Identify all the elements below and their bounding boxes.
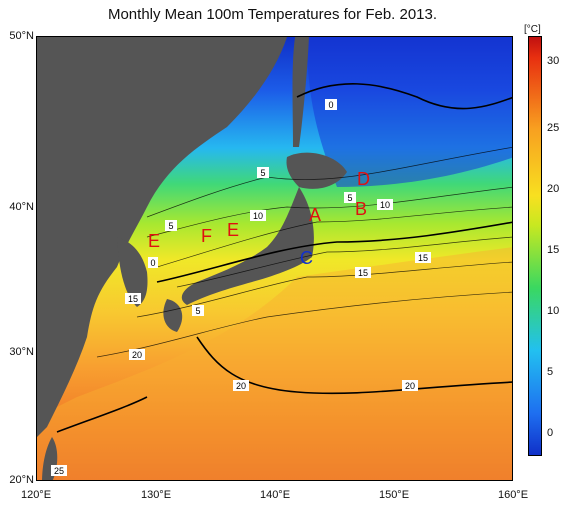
colorbar-tick-5: 5 xyxy=(547,366,554,378)
region-label-d: D xyxy=(357,169,370,189)
region-label-a: A xyxy=(309,205,321,225)
lat-label-30n: 30°N xyxy=(9,346,34,358)
map-canvas: 0 5 5 10 5 10 15 15 5 20 20 25 15 0 20 A… xyxy=(37,37,512,480)
lon-label-140e: 140°E xyxy=(259,489,291,501)
colorbar-unit: [°C] xyxy=(524,24,541,35)
lon-label-130e: 130°E xyxy=(140,489,172,501)
lon-label-160e: 160°E xyxy=(497,489,529,501)
contour-label: 20 xyxy=(132,350,142,360)
region-label-f: F xyxy=(201,226,212,246)
colorbar xyxy=(528,36,542,456)
contour-label: 15 xyxy=(358,268,368,278)
region-markers: A B C D E F E xyxy=(148,169,370,268)
contour-label: 5 xyxy=(347,193,352,203)
asia-landmass xyxy=(37,37,287,437)
lat-label-20n: 20°N xyxy=(9,474,34,486)
region-label-b: B xyxy=(355,199,367,219)
contour-label: 10 xyxy=(253,211,263,221)
lon-label-150e: 150°E xyxy=(378,489,410,501)
map-title: Monthly Mean 100m Temperatures for Feb. … xyxy=(107,6,438,23)
contour-label: 5 xyxy=(168,221,173,231)
honshu-island xyxy=(181,187,314,305)
contour-label: 15 xyxy=(128,294,138,304)
contour-label: 25 xyxy=(54,466,64,476)
colorbar-tick-10: 10 xyxy=(547,305,560,317)
contour-value-labels: 0 5 5 10 5 10 15 15 5 20 20 25 15 0 20 xyxy=(51,99,431,476)
lat-label-50n: 50°N xyxy=(9,30,34,42)
contour-label: 15 xyxy=(418,253,428,263)
region-label-e-east: E xyxy=(227,220,239,240)
temperature-map: 0 5 5 10 5 10 15 15 5 20 20 25 15 0 20 A… xyxy=(36,36,513,481)
warm-water-band xyxy=(37,247,512,480)
region-label-c: C xyxy=(300,248,313,268)
isotherm-major-lines xyxy=(56,83,512,433)
colorbar-tick-15: 15 xyxy=(547,244,560,256)
cold-water-region xyxy=(307,37,512,187)
contour-label: 20 xyxy=(405,381,415,391)
lon-label-120e: 120°E xyxy=(20,489,52,501)
contour-label: 20 xyxy=(236,381,246,391)
lat-label-40n: 40°N xyxy=(9,201,34,213)
contour-label: 5 xyxy=(195,306,200,316)
sakhalin-island xyxy=(292,37,309,147)
contour-label: 0 xyxy=(328,100,333,110)
isotherm-lines xyxy=(96,146,512,358)
colorbar-tick-25: 25 xyxy=(547,122,560,134)
korea-peninsula xyxy=(117,237,148,307)
colorbar-tick-20: 20 xyxy=(547,183,560,195)
kyushu-island xyxy=(163,299,183,332)
contour-label: 10 xyxy=(380,200,390,210)
colorbar-tick-0: 0 xyxy=(547,427,554,439)
colorbar-tick-30: 30 xyxy=(547,55,560,67)
contour-label: 0 xyxy=(150,258,155,268)
region-label-e-west: E xyxy=(148,231,160,251)
contour-label: 5 xyxy=(260,168,265,178)
